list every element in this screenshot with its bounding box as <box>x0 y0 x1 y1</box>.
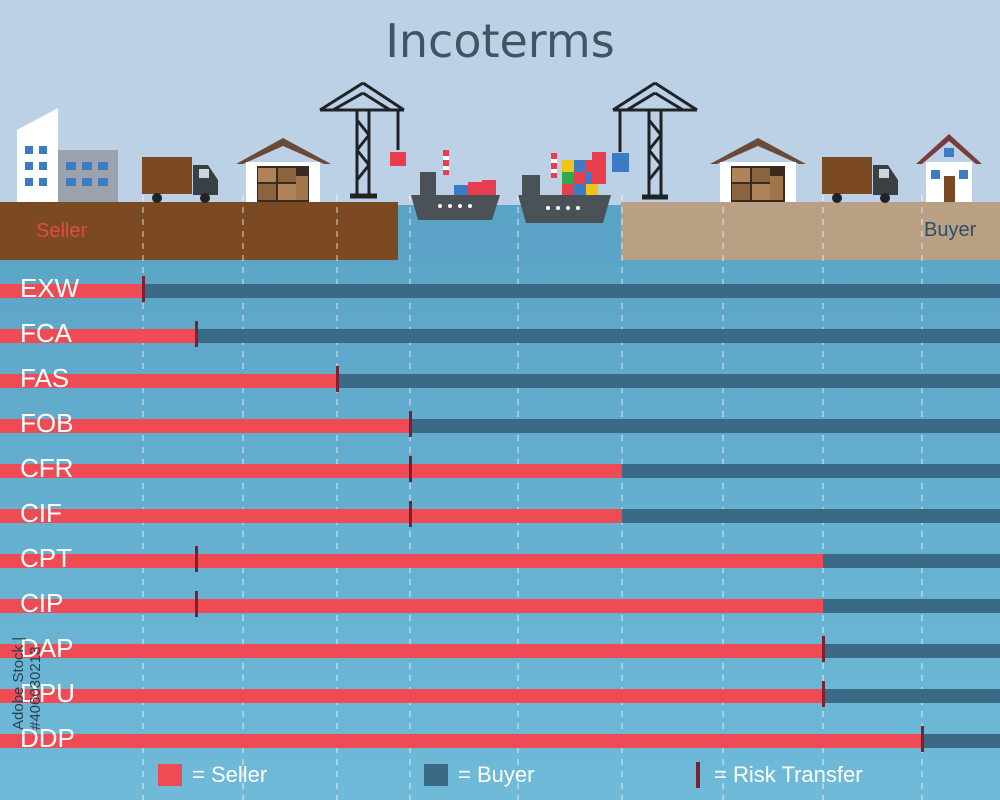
office-building-icon <box>17 108 118 202</box>
incoterm-code: DAP <box>20 633 74 663</box>
incoterm-code: CPT <box>20 543 72 573</box>
incoterm-code: CFR <box>20 453 74 483</box>
incoterm-row-ddp: DDP <box>0 715 1000 760</box>
house-icon <box>916 134 982 202</box>
incoterm-row-fca: FCA <box>0 310 1000 355</box>
buyer-label: Buyer <box>924 219 977 241</box>
incoterm-code: DDP <box>20 723 75 753</box>
incoterm-row-fob: FOB <box>0 400 1000 445</box>
seller-bar <box>0 419 410 433</box>
seller-bar <box>0 374 337 388</box>
risk-transfer-marker <box>409 501 412 527</box>
buyer-bar <box>0 329 1000 343</box>
incoterm-row-cip: CIP <box>0 580 1000 625</box>
truck-icon <box>822 157 898 203</box>
risk-transfer-marker <box>409 456 412 482</box>
truck-icon <box>142 157 218 203</box>
incoterm-code: FOB <box>20 408 74 438</box>
seller-bar <box>0 329 196 343</box>
legend: = Seller = Buyer = Risk Transfer <box>0 758 1000 792</box>
legend-item-buyer: = Buyer <box>424 758 534 792</box>
crane-icon <box>612 81 698 200</box>
page-title: Incoterms <box>385 14 615 68</box>
ship-icon <box>411 150 500 220</box>
incoterm-row-exw: EXW <box>0 265 1000 310</box>
incoterm-code: FAS <box>20 363 70 393</box>
legend-seller-label: = Seller <box>192 762 268 787</box>
seller-bar <box>0 599 823 613</box>
seller-bar <box>0 284 143 298</box>
seller-bar <box>0 734 922 748</box>
incoterm-row-cpt: CPT <box>0 535 1000 580</box>
incoterm-code: FCA <box>20 318 72 348</box>
legend-item-risk: = Risk Transfer <box>686 758 863 792</box>
seller-bar <box>0 509 622 523</box>
risk-transfer-marker <box>409 411 412 437</box>
seller-land <box>0 202 398 260</box>
container-icon <box>612 153 629 172</box>
seller-label: Seller <box>36 220 88 242</box>
incoterm-code: CIP <box>20 588 64 618</box>
container-ship-icon <box>518 152 611 223</box>
container-icon <box>390 152 406 166</box>
incoterm-row-dap: DAP <box>0 625 1000 670</box>
risk-transfer-marker <box>822 681 825 707</box>
risk-transfer-marker <box>921 726 924 752</box>
incoterm-code: EXW <box>20 273 80 303</box>
risk-transfer-marker <box>336 366 339 392</box>
risk-transfer-marker <box>195 546 198 572</box>
incoterm-row-cif: CIF <box>0 490 1000 535</box>
incoterm-code: CIF <box>20 498 62 528</box>
risk-transfer-marker-icon <box>696 762 700 788</box>
incoterm-row-dpu: DPU <box>0 670 1000 715</box>
risk-transfer-marker <box>142 276 145 302</box>
risk-transfer-marker <box>195 591 198 617</box>
seller-bar <box>0 644 823 658</box>
incoterm-row-cfr: CFR <box>0 445 1000 490</box>
watermark: Adobe Stock | #406030213 <box>10 636 44 730</box>
risk-transfer-marker <box>822 636 825 662</box>
buyer-bar <box>0 284 1000 298</box>
buyer-swatch <box>424 764 448 786</box>
seller-bar <box>0 689 823 703</box>
incoterm-code: DPU <box>20 678 75 708</box>
incoterm-row-fas: FAS <box>0 355 1000 400</box>
risk-transfer-marker <box>195 321 198 347</box>
crane-icon <box>319 81 405 199</box>
warehouse-icon <box>236 138 331 202</box>
legend-item-seller: = Seller <box>158 758 267 792</box>
legend-buyer-label: = Buyer <box>458 762 535 787</box>
buyer-land <box>621 202 1000 260</box>
seller-swatch <box>158 764 182 786</box>
legend-risk-label: = Risk Transfer <box>714 762 863 787</box>
warehouse-icon <box>710 138 806 202</box>
seller-bar <box>0 554 823 568</box>
seller-bar <box>0 464 622 478</box>
